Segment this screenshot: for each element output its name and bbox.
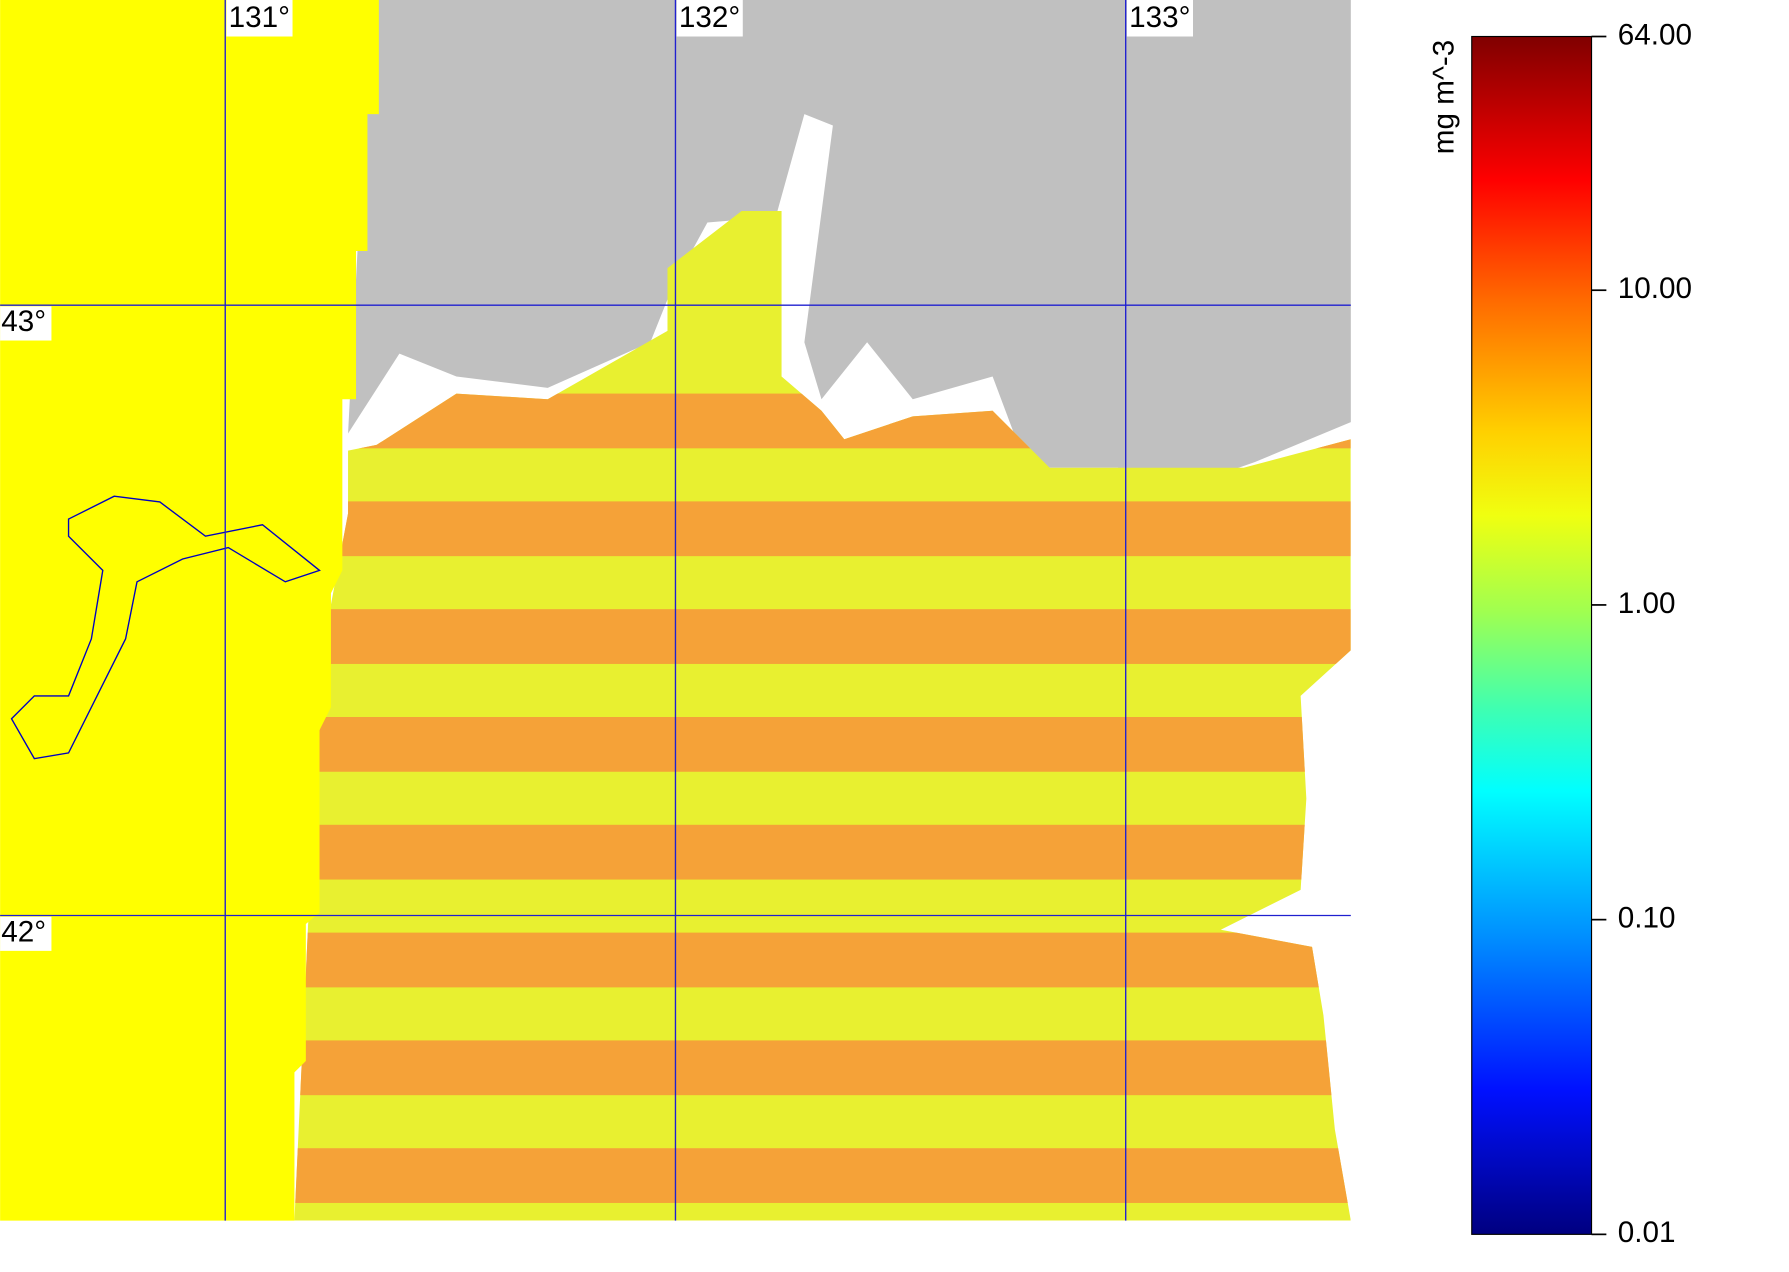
label-box — [0, 916, 52, 951]
colorbar-tick-label: 10.00 — [1618, 272, 1692, 305]
swath-stripe — [294, 716, 1351, 772]
swath-stripe — [294, 1040, 1351, 1096]
colorbar-tick-label: 0.01 — [1618, 1216, 1676, 1249]
colorbar-tick-label: 1.00 — [1618, 587, 1676, 620]
label-box — [0, 306, 52, 341]
colorbar-tick-label: 0.10 — [1618, 901, 1676, 934]
land — [348, 0, 1351, 502]
label-box — [226, 0, 293, 37]
longitude-label: 132° — [679, 1, 740, 34]
colorbar-tick-label: 64.00 — [1618, 18, 1692, 51]
swath-stripe — [294, 824, 1351, 880]
longitude-label: 131° — [229, 1, 290, 34]
label-box — [676, 0, 743, 37]
longitude-label: 133° — [1129, 1, 1190, 34]
swath-stripe — [294, 932, 1351, 988]
latitude-label: 42° — [1, 916, 46, 949]
swath-stripe — [294, 501, 1351, 557]
colorbar-label: mg m^-3 — [1427, 40, 1460, 154]
swath-stripe — [294, 1148, 1351, 1203]
coastline — [10, 495, 321, 760]
latitude-label: 43° — [1, 305, 46, 338]
swath-stripe — [294, 609, 1351, 664]
colorbar — [1471, 35, 1593, 1235]
label-box — [1126, 0, 1194, 37]
